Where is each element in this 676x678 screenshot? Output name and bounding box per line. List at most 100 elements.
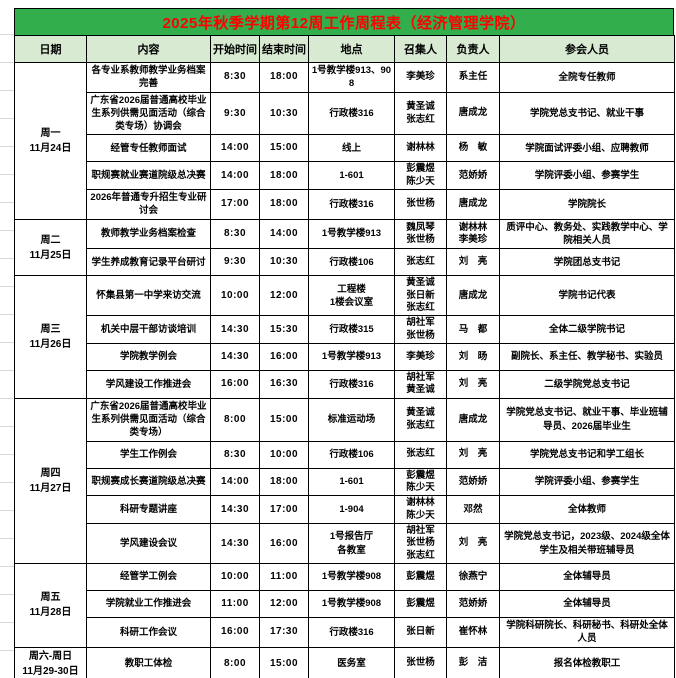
content-cell[interactable]: 学生工作例会 [86, 440, 211, 469]
header-content[interactable]: 内容 [86, 35, 211, 63]
date-cell[interactable]: 周一 11月24日 [14, 62, 87, 220]
end-time-cell[interactable]: 18:00 [259, 161, 309, 191]
location-cell[interactable]: 1-904 [308, 495, 395, 525]
end-time-cell[interactable]: 16:00 [259, 523, 309, 565]
participants-cell[interactable]: 学院面试评委小组、应聘教师 [499, 134, 675, 163]
owner-cell[interactable]: 唐成龙 [446, 397, 500, 442]
start-time-cell[interactable]: 14:00 [210, 134, 260, 163]
start-time-cell[interactable]: 10:00 [210, 275, 260, 317]
location-cell[interactable]: 1号教学楼913、908 [308, 62, 395, 93]
convener-cell[interactable]: 黄圣诚 张志红 [394, 397, 447, 442]
participants-cell[interactable]: 全体辅导员 [499, 563, 675, 592]
owner-cell[interactable]: 刘 亮 [446, 370, 500, 399]
location-cell[interactable]: 1-601 [308, 161, 395, 191]
end-time-cell[interactable]: 15:30 [259, 315, 309, 345]
location-cell[interactable]: 1号教学楼913 [308, 343, 395, 372]
end-time-cell[interactable]: 10:00 [259, 440, 309, 469]
start-time-cell[interactable]: 16:00 [210, 370, 260, 399]
convener-cell[interactable]: 张世杨 [394, 646, 447, 678]
owner-cell[interactable]: 徐燕宁 [446, 563, 500, 592]
owner-cell[interactable]: 彭 洁 [446, 646, 500, 678]
header-convener[interactable]: 召集人 [394, 35, 447, 63]
location-cell[interactable]: 行政楼316 [308, 617, 395, 648]
start-time-cell[interactable]: 14:00 [210, 467, 260, 497]
convener-cell[interactable]: 胡社军 黄圣诚 [394, 370, 447, 399]
owner-cell[interactable]: 唐成龙 [446, 189, 500, 220]
location-cell[interactable]: 1号教学楼908 [308, 590, 395, 619]
content-cell[interactable]: 2026年普通专升招生专业研讨会 [86, 189, 211, 220]
participants-cell[interactable]: 质评中心、教务处、实践教学中心、学院相关人员 [499, 218, 675, 250]
end-time-cell[interactable]: 10:30 [259, 91, 309, 136]
start-time-cell[interactable]: 8:30 [210, 440, 260, 469]
participants-cell[interactable]: 全体二级学院书记 [499, 315, 675, 345]
content-cell[interactable]: 广东省2026届普通高校毕业生系列供需见面活动（综合类专场）协调会 [86, 91, 211, 136]
convener-cell[interactable]: 张志红 [394, 248, 447, 277]
convener-cell[interactable]: 张日新 [394, 617, 447, 648]
convener-cell[interactable]: 张志红 [394, 440, 447, 469]
content-cell[interactable]: 教职工体检 [86, 646, 211, 678]
convener-cell[interactable]: 彭震煜 [394, 590, 447, 619]
convener-cell[interactable]: 谢林林 [394, 134, 447, 163]
owner-cell[interactable]: 刘 旸 [446, 343, 500, 372]
content-cell[interactable]: 各专业系教师教学业务档案完善 [86, 62, 211, 93]
header-owner[interactable]: 负责人 [446, 35, 500, 63]
participants-cell[interactable]: 学院评委小组、参赛学生 [499, 161, 675, 191]
header-end-time[interactable]: 结束时间 [259, 35, 309, 63]
content-cell[interactable]: 职规赛成长赛道院级总决赛 [86, 467, 211, 497]
date-cell[interactable]: 周二 11月25日 [14, 218, 87, 277]
location-cell[interactable]: 行政楼106 [308, 440, 395, 469]
start-time-cell[interactable]: 14:30 [210, 343, 260, 372]
convener-cell[interactable]: 胡社军 张世杨 张志红 [394, 523, 447, 565]
date-cell[interactable]: 周六-周日 11月29-30日 [14, 646, 87, 678]
location-cell[interactable]: 行政楼316 [308, 91, 395, 136]
end-time-cell[interactable]: 18:00 [259, 189, 309, 220]
start-time-cell[interactable]: 10:00 [210, 563, 260, 592]
header-start-time[interactable]: 开始时间 [210, 35, 260, 63]
owner-cell[interactable]: 杨 敏 [446, 134, 500, 163]
participants-cell[interactable]: 全体教师 [499, 495, 675, 525]
participants-cell[interactable]: 副院长、系主任、教学秘书、实验员 [499, 343, 675, 372]
location-cell[interactable]: 1号教学楼913 [308, 218, 395, 250]
end-time-cell[interactable]: 12:00 [259, 275, 309, 317]
end-time-cell[interactable]: 10:30 [259, 248, 309, 277]
owner-cell[interactable]: 唐成龙 [446, 275, 500, 317]
participants-cell[interactable]: 学院评委小组、参赛学生 [499, 467, 675, 497]
end-time-cell[interactable]: 14:00 [259, 218, 309, 250]
content-cell[interactable]: 学院教学例会 [86, 343, 211, 372]
location-cell[interactable]: 行政楼316 [308, 189, 395, 220]
end-time-cell[interactable]: 11:00 [259, 563, 309, 592]
owner-cell[interactable]: 谢林林 李美珍 [446, 218, 500, 250]
end-time-cell[interactable]: 16:00 [259, 343, 309, 372]
start-time-cell[interactable]: 14:30 [210, 523, 260, 565]
location-cell[interactable]: 1号教学楼908 [308, 563, 395, 592]
start-time-cell[interactable]: 14:00 [210, 161, 260, 191]
end-time-cell[interactable]: 18:00 [259, 467, 309, 497]
content-cell[interactable]: 机关中层干部访谈培训 [86, 315, 211, 345]
date-cell[interactable]: 周四 11月27日 [14, 397, 87, 565]
header-date[interactable]: 日期 [14, 35, 87, 63]
end-time-cell[interactable]: 17:00 [259, 495, 309, 525]
table-title[interactable]: 2025年秋季学期第12周工作周程表（经济管理学院） [14, 8, 674, 36]
participants-cell[interactable]: 学院科研院长、科研秘书、科研处全体人员 [499, 617, 675, 648]
end-time-cell[interactable]: 15:00 [259, 397, 309, 442]
location-cell[interactable]: 行政楼315 [308, 315, 395, 345]
location-cell[interactable]: 线上 [308, 134, 395, 163]
header-participants[interactable]: 参会人员 [499, 35, 675, 63]
content-cell[interactable]: 职规赛就业赛道院级总决赛 [86, 161, 211, 191]
start-time-cell[interactable]: 17:00 [210, 189, 260, 220]
owner-cell[interactable]: 系主任 [446, 62, 500, 93]
start-time-cell[interactable]: 8:00 [210, 397, 260, 442]
convener-cell[interactable]: 黄圣诚 张志红 [394, 91, 447, 136]
location-cell[interactable]: 行政楼316 [308, 370, 395, 399]
content-cell[interactable]: 科研专题讲座 [86, 495, 211, 525]
participants-cell[interactable]: 二级学院党总支书记 [499, 370, 675, 399]
location-cell[interactable]: 医务室 [308, 646, 395, 678]
date-cell[interactable]: 周三 11月26日 [14, 275, 87, 399]
content-cell[interactable]: 教师教学业务档案检查 [86, 218, 211, 250]
end-time-cell[interactable]: 15:00 [259, 646, 309, 678]
convener-cell[interactable]: 彭震煜 陈少天 [394, 467, 447, 497]
location-cell[interactable]: 行政楼106 [308, 248, 395, 277]
participants-cell[interactable]: 学院党总支书记，2023级、2024级全体学生及相关带班辅导员 [499, 523, 675, 565]
start-time-cell[interactable]: 9:30 [210, 91, 260, 136]
participants-cell[interactable]: 学院党总支书记、就业干事 [499, 91, 675, 136]
